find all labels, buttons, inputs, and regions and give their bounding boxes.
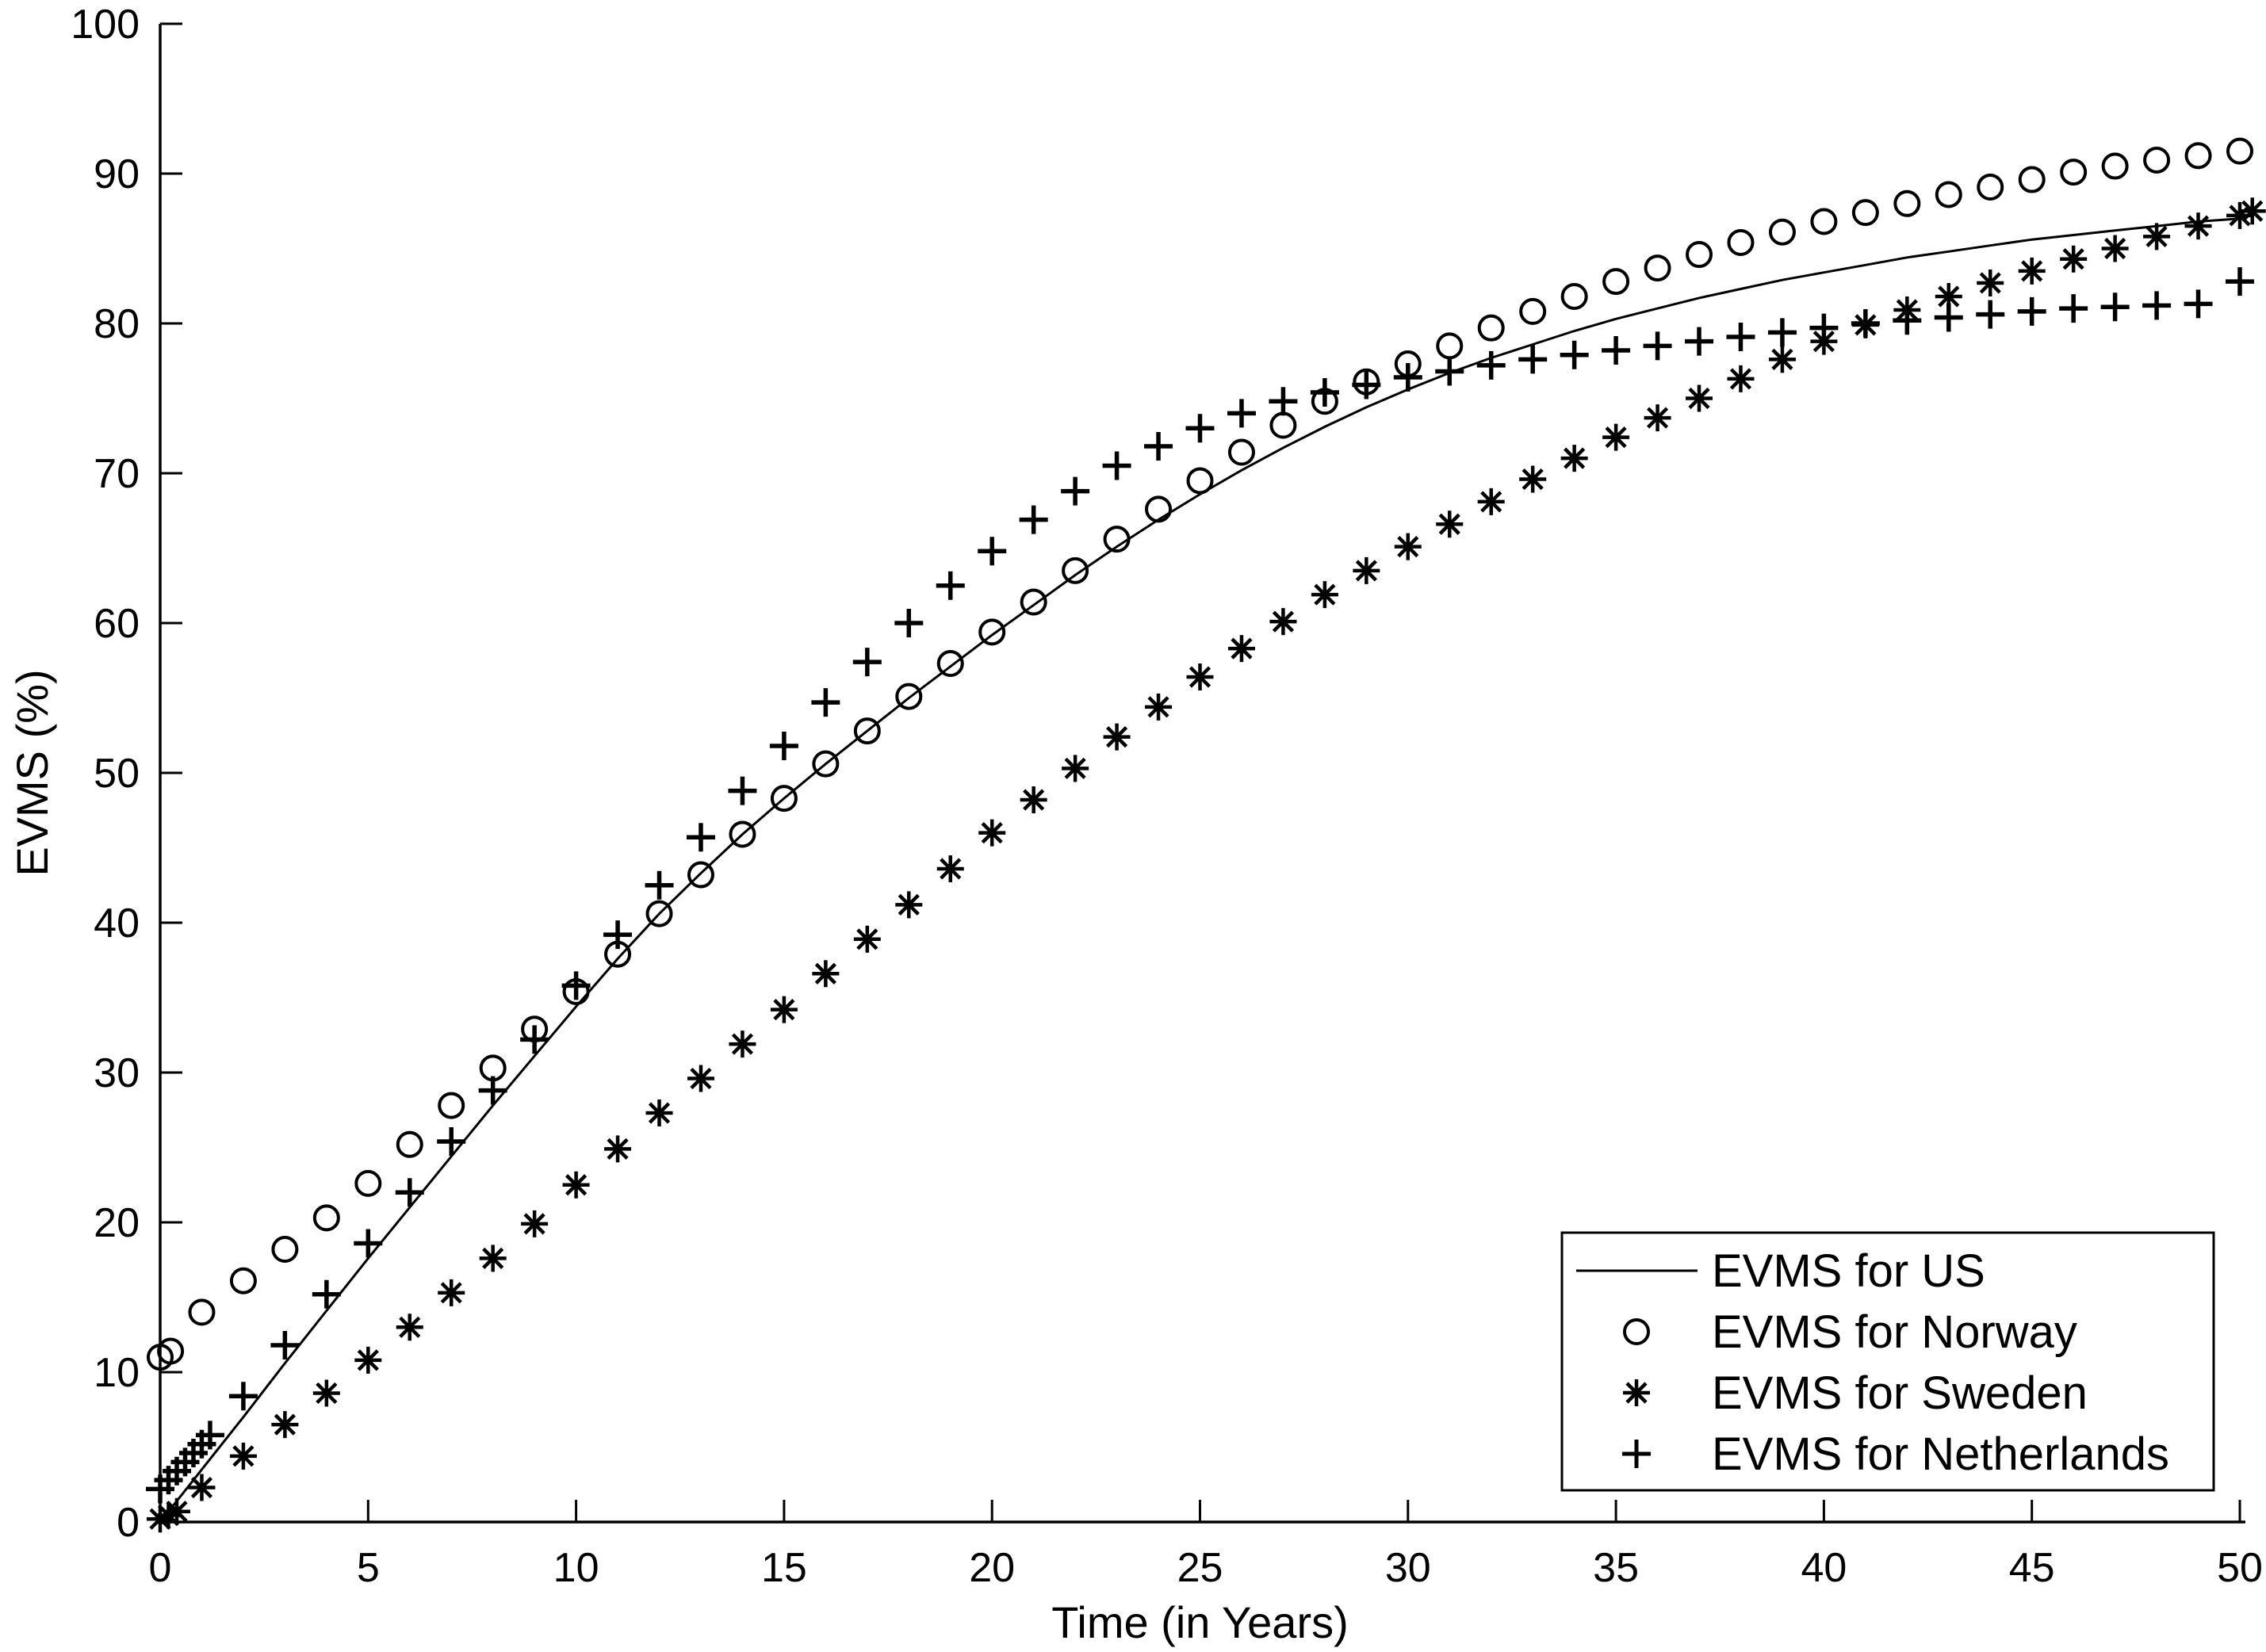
legend-entry-evms-for-sweden: EVMS for Sweden bbox=[1623, 1367, 2088, 1419]
y-tick-label-50: 50 bbox=[94, 751, 140, 797]
legend: EVMS for US EVMS for Norway EVMS for Swede… bbox=[1560, 1231, 2215, 1492]
x-tick-label-15: 15 bbox=[761, 1545, 807, 1591]
y-tick-label-60: 60 bbox=[94, 601, 140, 647]
series-evms-for-norway bbox=[147, 137, 2253, 1371]
y-tick-label-30: 30 bbox=[94, 1050, 140, 1096]
x-tick-label-0: 0 bbox=[149, 1545, 172, 1591]
x-tick-label-50: 50 bbox=[2217, 1545, 2263, 1591]
y-tick-label-0: 0 bbox=[117, 1500, 140, 1546]
x-tick-label-20: 20 bbox=[969, 1545, 1015, 1591]
x-tick-label-40: 40 bbox=[1801, 1545, 1847, 1591]
legend-entry-evms-for-norway: EVMS for Norway bbox=[1623, 1306, 2077, 1358]
legend-label-evms-for-sweden: EVMS for Sweden bbox=[1712, 1367, 2088, 1419]
y-tick-label-20: 20 bbox=[94, 1200, 140, 1246]
legend-box bbox=[1560, 1231, 2215, 1492]
y-tick-label-80: 80 bbox=[94, 301, 140, 347]
y-axis-ticks: 0 10 20 30 40 50 60 70 80 90 100 bbox=[71, 2, 182, 1546]
legend-label-evms-for-us: EVMS for US bbox=[1712, 1245, 1985, 1297]
legend-label-evms-for-norway: EVMS for Norway bbox=[1712, 1306, 2077, 1358]
y-tick-label-90: 90 bbox=[94, 151, 140, 197]
x-tick-label-25: 25 bbox=[1177, 1545, 1223, 1591]
legend-marker-asterisk bbox=[1623, 1379, 1650, 1406]
series-evms-for-netherlands bbox=[146, 267, 2254, 1504]
y-tick-label-100: 100 bbox=[71, 2, 140, 48]
legend-entry-evms-for-netherlands: EVMS for Netherlands bbox=[1622, 1428, 2169, 1480]
x-axis-label: Time (in Years) bbox=[1051, 1597, 1349, 1647]
x-tick-label-45: 45 bbox=[2009, 1545, 2055, 1591]
x-tick-label-5: 5 bbox=[357, 1545, 380, 1591]
y-axis-label: EVMS (%) bbox=[7, 669, 57, 876]
x-tick-label-30: 30 bbox=[1385, 1545, 1431, 1591]
legend-label-evms-for-netherlands: EVMS for Netherlands bbox=[1712, 1428, 2169, 1480]
y-tick-label-40: 40 bbox=[94, 901, 140, 946]
legend-marker-plus bbox=[1622, 1440, 1651, 1468]
x-tick-label-10: 10 bbox=[553, 1545, 599, 1591]
legend-entry-evms-for-us: EVMS for US bbox=[1576, 1245, 1985, 1297]
y-tick-label-10: 10 bbox=[94, 1350, 140, 1396]
y-tick-label-70: 70 bbox=[94, 451, 140, 497]
markers-evms-for-norway bbox=[147, 137, 2253, 1371]
markers-evms-for-netherlands bbox=[146, 267, 2254, 1504]
x-axis-ticks: 0 5 10 15 20 25 30 35 40 45 50 bbox=[149, 1500, 2263, 1591]
x-tick-label-35: 35 bbox=[1593, 1545, 1639, 1591]
